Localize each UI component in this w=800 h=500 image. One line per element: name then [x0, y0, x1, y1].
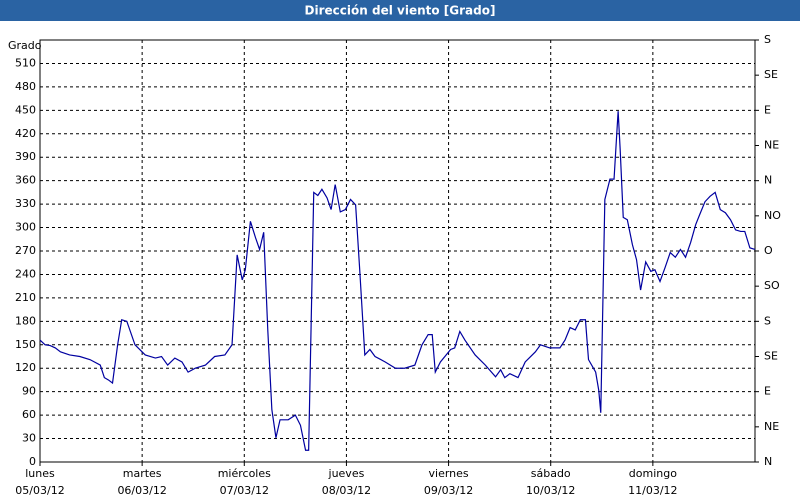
x-tick-label: martes	[123, 467, 162, 480]
y2-tick-label: NE	[764, 420, 779, 433]
y-tick-label: 120	[15, 361, 36, 374]
y-tick-label: 0	[29, 455, 36, 468]
x-tick-date: 10/03/12	[526, 484, 575, 497]
y-tick-label: 480	[15, 80, 36, 93]
y-tick-label: 150	[15, 338, 36, 351]
y-tick-label: 210	[15, 291, 36, 304]
y-tick-label: 90	[22, 385, 36, 398]
x-tick-date: 07/03/12	[220, 484, 269, 497]
x-tick-date: 08/03/12	[322, 484, 371, 497]
x-tick-label: domingo	[629, 467, 677, 480]
y2-tick-label: SE	[764, 350, 778, 363]
x-tick-date: 06/03/12	[117, 484, 166, 497]
data-line	[39, 111, 756, 451]
y2-tick-label: S	[764, 33, 771, 46]
x-tick-label: viernes	[429, 467, 469, 480]
y-tick-label: 510	[15, 56, 36, 69]
x-tick-date: 11/03/12	[628, 484, 677, 497]
chart-title: Dirección del viento [Grado]	[305, 4, 496, 18]
y-tick-label: 60	[22, 408, 36, 421]
y-axis-label: Grado	[8, 39, 42, 52]
y-tick-label: 180	[15, 314, 36, 327]
y-tick-label: 270	[15, 244, 36, 257]
x-tick-label: jueves	[328, 467, 365, 480]
y2-tick-label: N	[764, 174, 772, 187]
y2-tick-label: E	[764, 385, 771, 398]
y2-tick-label: S	[764, 314, 771, 327]
y-tick-label: 420	[15, 127, 36, 140]
y2-tick-label: SE	[764, 68, 778, 81]
x-tick-date: 05/03/12	[15, 484, 64, 497]
x-tick-label: sábado	[531, 467, 571, 480]
y-tick-label: 30	[22, 432, 36, 445]
plot-frame	[39, 39, 756, 463]
y-tick-label: 330	[15, 197, 36, 210]
y2-tick-label: N	[764, 455, 772, 468]
title-bar	[0, 0, 800, 21]
y-tick-label: 450	[15, 103, 36, 116]
y2-tick-label: O	[764, 244, 773, 257]
y2-tick-label: NO	[764, 209, 781, 222]
y2-tick-label: SO	[764, 279, 780, 292]
y2-tick-label: NE	[764, 139, 779, 152]
x-tick-label: lunes	[25, 467, 55, 480]
x-tick-date: 09/03/12	[424, 484, 473, 497]
y-tick-label: 360	[15, 174, 36, 187]
y-tick-label: 240	[15, 267, 36, 280]
x-tick-label: miércoles	[218, 467, 271, 480]
y2-tick-label: E	[764, 103, 771, 116]
y-tick-label: 300	[15, 221, 36, 234]
y-tick-label: 390	[15, 150, 36, 163]
